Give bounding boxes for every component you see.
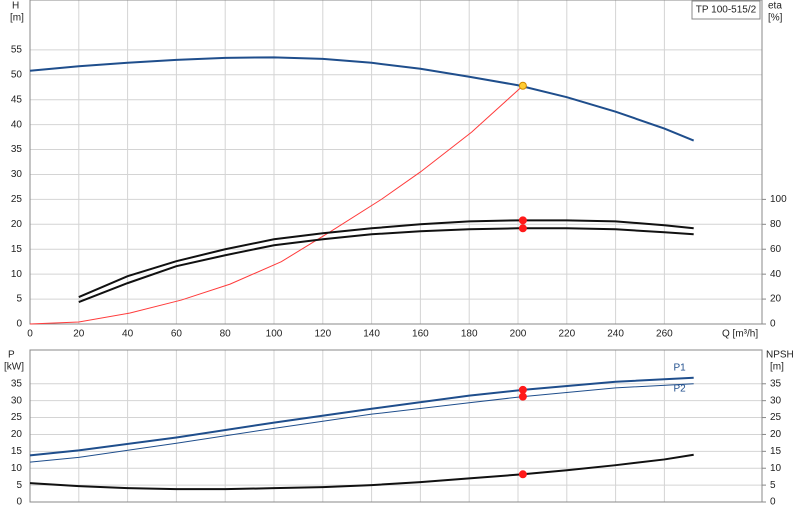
y-unit: [m] <box>10 13 24 24</box>
y-tick-label: 5 <box>16 294 22 305</box>
y-tick-label: 35 <box>11 144 23 155</box>
y2-label: NPSH <box>766 350 794 361</box>
y2-tick-label: 20 <box>770 429 782 440</box>
y2-tick-label: 0 <box>770 319 776 330</box>
plot-frame <box>29 349 763 503</box>
x-tick-label: 0 <box>27 329 33 340</box>
y-tick-label: 40 <box>11 119 23 130</box>
curve <box>29 453 694 491</box>
y-label: P <box>8 350 15 361</box>
y2-tick-label: 80 <box>770 219 782 230</box>
y2-tick-label: 20 <box>770 294 782 305</box>
y2-unit: [m] <box>770 362 784 373</box>
plot-frame <box>29 0 763 325</box>
y2-tick-label: 25 <box>770 412 782 423</box>
title-box <box>691 0 761 20</box>
x-tick-label: 260 <box>656 329 673 340</box>
curve <box>78 227 694 304</box>
x-tick-label: 60 <box>171 329 183 340</box>
y2-tick-label: 10 <box>770 463 782 474</box>
y-tick-label: 50 <box>11 69 23 80</box>
y-tick-label: 20 <box>11 429 23 440</box>
y2-tick-label: 5 <box>770 480 776 491</box>
y2-tick-label: 30 <box>770 395 782 406</box>
y2-tick-label: 40 <box>770 269 782 280</box>
y-tick-label: 5 <box>16 480 22 491</box>
y-unit: [kW] <box>4 362 24 373</box>
x-label: Q [m³/h] <box>722 329 758 340</box>
curve <box>29 383 694 463</box>
curve <box>29 376 694 457</box>
y-tick-label: 0 <box>16 319 22 330</box>
x-tick-label: 40 <box>122 329 134 340</box>
y2-unit: [%] <box>768 13 783 24</box>
curve <box>78 219 694 299</box>
y-tick-label: 45 <box>11 94 23 105</box>
y-tick-label: 10 <box>11 463 23 474</box>
chart-title: TP 100-515/2 <box>696 5 757 16</box>
y-tick-label: 25 <box>11 194 23 205</box>
y-tick-label: 15 <box>11 244 23 255</box>
y-tick-label: 15 <box>11 446 23 457</box>
y-tick-label: 35 <box>11 378 23 389</box>
x-tick-label: 200 <box>510 329 527 340</box>
duty-point <box>518 392 527 401</box>
x-tick-label: 20 <box>73 329 85 340</box>
y-tick-label: 55 <box>11 44 23 55</box>
y-tick-label: 20 <box>11 219 23 230</box>
x-tick-label: 180 <box>461 329 478 340</box>
y-tick-label: 30 <box>11 395 23 406</box>
curve <box>29 56 695 142</box>
legend-label: P2 <box>673 383 686 394</box>
x-tick-label: 140 <box>363 329 380 340</box>
y2-tick-label: 15 <box>770 446 782 457</box>
x-tick-label: 80 <box>220 329 232 340</box>
y-label: H <box>12 1 19 12</box>
duty-point <box>518 470 527 479</box>
y-tick-label: 0 <box>16 497 22 508</box>
y-tick-label: 10 <box>11 269 23 280</box>
y2-label: eta <box>768 1 782 12</box>
curve <box>29 85 524 325</box>
duty-point <box>518 216 527 225</box>
x-tick-label: 220 <box>558 329 575 340</box>
x-tick-label: 240 <box>607 329 624 340</box>
duty-point <box>518 385 527 394</box>
y2-tick-label: 35 <box>770 378 782 389</box>
x-tick-label: 120 <box>314 329 331 340</box>
y2-tick-label: 60 <box>770 244 782 255</box>
y2-tick-label: 100 <box>770 194 787 205</box>
y2-tick-label: 0 <box>770 497 776 508</box>
x-tick-label: 100 <box>266 329 283 340</box>
duty-point <box>518 224 527 233</box>
x-tick-label: 160 <box>412 329 429 340</box>
duty-point <box>518 81 527 90</box>
legend-label: P1 <box>673 362 686 373</box>
y-tick-label: 30 <box>11 169 23 180</box>
y-tick-label: 25 <box>11 412 23 423</box>
